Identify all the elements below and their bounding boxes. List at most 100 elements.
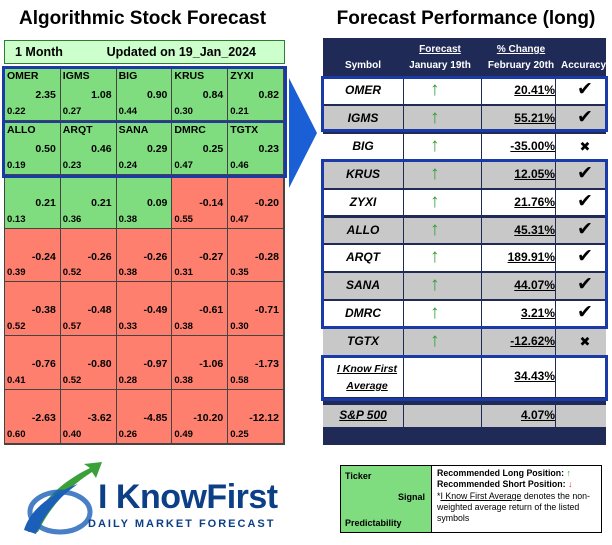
performance-row: KRUS ↑ 12.05% ✔ [323,160,606,188]
row-change: 55.21% [514,110,555,125]
cell-signal: -0.80 [87,358,112,371]
cell-signal: 1.08 [91,89,112,101]
cell-signal: -0.38 [31,304,56,317]
check-icon: ✔ [577,106,593,128]
cell-predictability: 0.39 [7,267,26,279]
cell-predictability: 0.21 [230,105,249,117]
legend: Ticker Signal Predictability Recommended… [340,465,602,533]
row-symbol: DMRC [345,306,381,321]
cell-signal: -0.97 [143,358,168,371]
cell-predictability: 0.33 [118,321,138,333]
row-symbol: TGTX [347,334,379,349]
cell-predictability: 0.60 [7,429,26,440]
check-icon: ✔ [577,246,593,268]
cell-predictability: 0.55 [174,213,193,225]
up-arrow-icon: ↑ [430,330,440,352]
cell-signal: -0.26 [143,250,168,263]
performance-row: BIG ↑ -35.00% ✖ [323,132,606,160]
cell-signal: 0.23 [258,142,279,155]
col-forecast-date: January 19th [409,60,471,71]
cell-predictability: 0.47 [174,159,193,171]
iknowfirst-logo-icon [24,462,102,535]
row-symbol: ALLO [346,222,380,237]
check-icon: ✔ [577,162,593,184]
forecast-cell: -10.20 0.49 [172,390,229,444]
cell-predictability: 0.30 [174,105,193,117]
legend-text: Recommended Long Position: ↑ Recommended… [437,468,590,523]
row-symbol: ZYXI [349,194,377,209]
cell-signal: -0.48 [87,304,112,317]
forecast-cell: -4.85 0.26 [116,390,173,444]
cross-icon: ✖ [579,138,591,154]
arrow-right-icon [289,78,317,188]
forecast-cell: IGMS 1.08 0.27 [60,67,117,121]
up-arrow-icon: ↑ [430,134,440,156]
up-arrow-icon: ↑ [430,162,440,184]
cell-signal: 0.46 [91,142,112,155]
legend-cell-sample: Ticker Signal Predictability [341,466,432,532]
cell-predictability: 0.49 [174,429,193,440]
average-value: 34.43% [514,369,555,383]
forecast-cell: ARQT 0.46 0.23 [60,120,117,175]
cell-signal: 0.84 [202,89,224,101]
performance-row: TGTX ↑ -12.62% ✖ [323,328,606,355]
row-change: -12.62% [510,334,555,349]
logo-wordmark: I KnowFirst [98,478,278,516]
forecast-cell: -0.49 0.33 [116,282,173,337]
highlight-divider [2,121,287,123]
forecast-cell: -0.28 0.35 [228,228,284,283]
cell-signal: -10.20 [193,412,224,425]
short-arrow-icon: ↓ [568,479,573,489]
row-change: 3.21% [520,306,555,321]
sp500-label: S&P 500 [339,408,387,422]
forecast-cell: KRUS 0.84 0.30 [172,67,229,121]
forecast-period: 1 Month [15,45,63,59]
cell-symbol: IGMS [62,70,90,82]
row-change: 189.91% [507,250,555,265]
cell-predictability: 0.25 [230,429,249,440]
cell-signal: -4.85 [143,412,168,425]
performance-row: ALLO ↑ 45.31% ✔ [323,216,606,244]
cell-predictability: 0.13 [7,213,26,225]
sp500-row: S&P 500 4.07% [323,405,606,427]
cell-signal: 0.90 [146,89,168,101]
row-symbol: IGMS [347,110,379,125]
cell-signal: -0.49 [143,304,168,317]
cell-symbol: BIG [118,70,138,82]
forecast-cell: -0.76 0.41 [5,336,61,391]
cell-predictability: 0.58 [230,375,249,387]
forecast-cell: -1.06 0.38 [172,336,229,391]
cell-signal: 0.21 [35,196,56,209]
cell-predictability: 0.27 [62,105,82,117]
right-title: Forecast Performance (long) [336,8,596,29]
group-box-top [321,76,608,132]
forecast-cell: ALLO 0.50 0.19 [5,120,61,175]
cell-signal: -0.20 [255,196,279,209]
performance-row: SANA ↑ 44.07% ✔ [323,272,606,300]
check-icon: ✔ [577,190,593,212]
cell-predictability: 0.38 [174,321,193,333]
forecast-cell: -0.20 0.47 [228,174,284,229]
row-symbol: BIG [352,138,374,153]
group-box-middle [321,159,608,329]
cell-predictability: 0.19 [7,159,26,171]
forecast-cell: -0.71 0.30 [228,282,284,337]
sp500-value: 4.07% [520,408,555,422]
cell-predictability: 0.46 [230,159,249,171]
col-forecast-top: Forecast [419,44,461,55]
forecast-cell: 0.21 0.36 [60,174,117,229]
cell-predictability: 0.35 [230,267,249,279]
group-box-average [321,355,608,401]
cell-predictability: 0.52 [62,375,82,387]
forecast-grid: OMER 2.35 0.22 IGMS 1.08 0.27 BIG 0.90 0.44 KRUS 0… [4,66,285,445]
row-change: 12.05% [514,166,555,181]
left-title: Algorithmic Stock Forecast [18,8,267,29]
cell-signal: -0.26 [87,250,112,263]
check-icon: ✔ [577,302,593,324]
average-row: I Know First Average 34.43% [323,357,606,397]
forecast-cell: OMER 2.35 0.22 [5,67,61,121]
cell-predictability: 0.38 [118,213,138,225]
row-change: 21.76% [514,194,555,209]
performance-row: DMRC ↑ 3.21% ✔ [323,300,606,328]
check-icon: ✔ [577,218,593,240]
